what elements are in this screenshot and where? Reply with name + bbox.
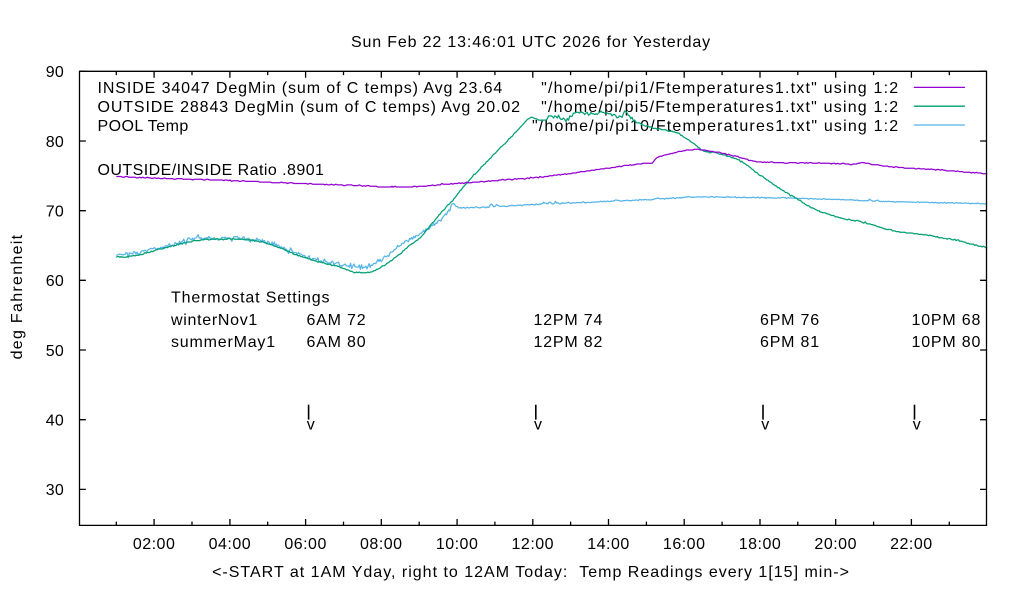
svg-text:40: 40 xyxy=(46,413,64,430)
svg-text:10:00: 10:00 xyxy=(436,536,479,553)
svg-text:14:00: 14:00 xyxy=(587,536,630,553)
svg-text:60: 60 xyxy=(46,273,64,290)
svg-text:Thermostat Settings: Thermostat Settings xyxy=(171,290,330,307)
svg-text:18:00: 18:00 xyxy=(739,536,782,553)
svg-text:6PM 81: 6PM 81 xyxy=(760,334,820,351)
svg-text:<-START at 1AM Yday, right to: <-START at 1AM Yday, right to 12AM Today… xyxy=(212,564,850,581)
svg-text:Sun Feb 22 13:46:01 UTC 2026 f: Sun Feb 22 13:46:01 UTC 2026 for Yesterd… xyxy=(351,34,711,51)
svg-text:INSIDE 34047 DegMin (sum of C: INSIDE 34047 DegMin (sum of C temps) Avg… xyxy=(98,80,504,97)
svg-text:OUTSIDE/INSIDE Ratio .8901: OUTSIDE/INSIDE Ratio .8901 xyxy=(98,162,325,179)
svg-text:30: 30 xyxy=(46,482,64,499)
svg-text:20:00: 20:00 xyxy=(814,536,857,553)
svg-text:v: v xyxy=(913,416,921,433)
svg-text:12PM 74: 12PM 74 xyxy=(534,312,604,329)
svg-text:08:00: 08:00 xyxy=(360,536,403,553)
svg-text:12PM 82: 12PM 82 xyxy=(534,334,604,351)
svg-text:10PM 68: 10PM 68 xyxy=(912,312,982,329)
svg-text:winterNov1: winterNov1 xyxy=(170,312,258,329)
svg-text:deg Fahrenheit: deg Fahrenheit xyxy=(9,234,26,360)
svg-text:"/home/pi/pi1/Ftemperatures1.t: "/home/pi/pi1/Ftemperatures1.txt" using … xyxy=(541,80,899,97)
svg-text:12:00: 12:00 xyxy=(512,536,555,553)
svg-text:16:00: 16:00 xyxy=(663,536,706,553)
svg-text:90: 90 xyxy=(46,64,64,81)
svg-text:v: v xyxy=(534,416,542,433)
svg-text:v: v xyxy=(307,416,315,433)
svg-text:50: 50 xyxy=(46,343,64,360)
svg-text:6AM 72: 6AM 72 xyxy=(307,312,367,329)
svg-text:02:00: 02:00 xyxy=(133,536,176,553)
svg-text:"/home/pi/pi5/Ftemperatures1.t: "/home/pi/pi5/Ftemperatures1.txt" using … xyxy=(541,99,899,116)
svg-text:POOL Temp: POOL Temp xyxy=(98,118,189,135)
svg-text:06:00: 06:00 xyxy=(284,536,327,553)
svg-text:OUTSIDE 28843 DegMin (sum of C: OUTSIDE 28843 DegMin (sum of C temps) Av… xyxy=(98,99,521,116)
svg-text:70: 70 xyxy=(46,204,64,221)
svg-text:6PM 76: 6PM 76 xyxy=(760,312,820,329)
svg-text:04:00: 04:00 xyxy=(209,536,252,553)
svg-text:summerMay1: summerMay1 xyxy=(171,334,276,351)
svg-text:"/home/pi/pi10/Ftemperatures1.: "/home/pi/pi10/Ftemperatures1.txt" using… xyxy=(532,118,899,135)
svg-text:v: v xyxy=(761,416,769,433)
svg-text:10PM 80: 10PM 80 xyxy=(912,334,982,351)
svg-text:6AM 80: 6AM 80 xyxy=(307,334,367,351)
svg-text:22:00: 22:00 xyxy=(890,536,933,553)
svg-text:80: 80 xyxy=(46,134,64,151)
